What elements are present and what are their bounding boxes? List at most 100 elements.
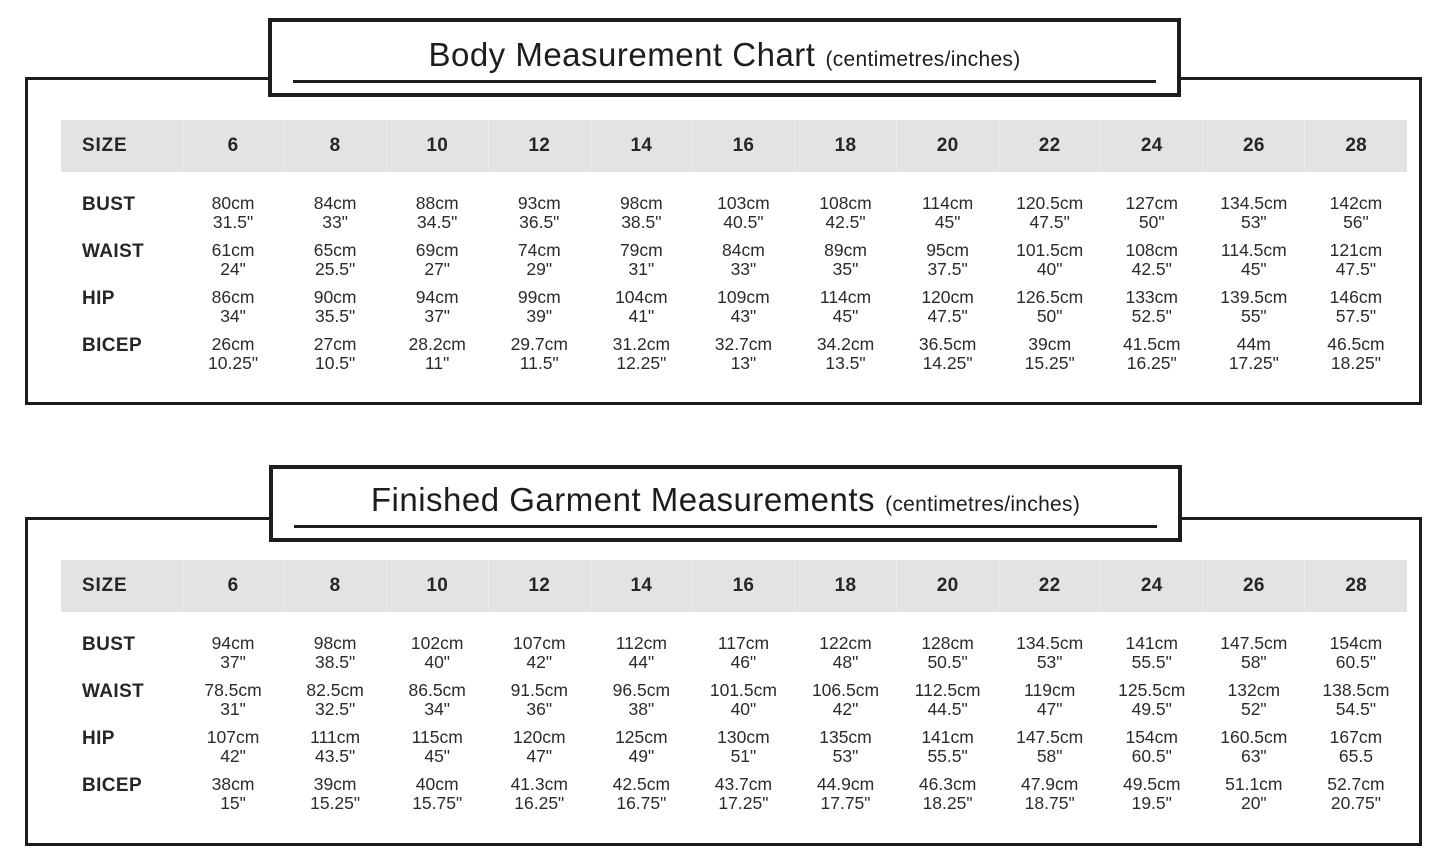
- row-label: BUST: [82, 194, 136, 215]
- cm-value: 126.5cm: [1016, 287, 1084, 307]
- measurement-cell: 29.7cm 11.5": [488, 328, 590, 375]
- measurement-cell: 108cm 42.5": [1101, 234, 1203, 281]
- cm-value: 120cm: [513, 727, 566, 747]
- row-label: HIP: [82, 288, 115, 309]
- row-label: BICEP: [82, 335, 143, 356]
- cm-value: 120.5cm: [1016, 193, 1084, 213]
- cm-value: 107cm: [206, 727, 260, 747]
- cm-value: 125.5cm: [1118, 680, 1186, 700]
- cm-value: 93cm: [517, 193, 561, 213]
- cm-value: 134.5cm: [1220, 193, 1288, 213]
- size-column-header: 20: [896, 560, 999, 612]
- inch-value: 57.5": [1335, 305, 1377, 326]
- measurement-cell: 115cm 45": [386, 721, 488, 768]
- measurement-cell: 120cm 47": [488, 721, 590, 768]
- measurement-cell: 88cm 34.5": [386, 172, 488, 234]
- cm-value: 146cm: [1329, 287, 1383, 307]
- cm-value: 31.2cm: [612, 334, 671, 354]
- inch-value: 45": [424, 745, 451, 766]
- title-line: Finished Garment Measurements (centimetr…: [273, 469, 1178, 519]
- measurement-cell: 147.5cm 58": [999, 721, 1101, 768]
- measurement-cell: 86cm 34": [182, 281, 284, 328]
- title-line: Body Measurement Chart (centimetres/inch…: [272, 22, 1177, 74]
- cm-value: 42.5cm: [612, 774, 671, 794]
- inch-value: 18.25": [1330, 352, 1381, 373]
- inch-value: 52.5": [1131, 305, 1172, 326]
- size-column-header: 6: [181, 560, 285, 612]
- measurement-cell: 34.2cm 13.5": [794, 328, 896, 375]
- cm-value: 43.7cm: [714, 774, 773, 794]
- inch-value: 51": [730, 745, 757, 766]
- measurement-cell: 103cm 40.5": [692, 172, 794, 234]
- inch-value: 43": [730, 305, 757, 326]
- measurement-cell: 44.9cm 17.75": [794, 768, 896, 815]
- measurement-cell: 46.5cm 18.25": [1305, 328, 1407, 375]
- inch-value: 31.5": [212, 211, 254, 232]
- inch-value: 42": [220, 745, 246, 766]
- row-label: BUST: [82, 634, 136, 655]
- size-column-header: 26: [1202, 560, 1305, 612]
- inch-value: 65.5: [1338, 745, 1373, 766]
- cm-value: 142cm: [1329, 193, 1383, 213]
- cm-value: 160.5cm: [1220, 727, 1288, 747]
- cm-value: 112.5cm: [914, 680, 981, 700]
- chart-subtitle: (centimetres/inches): [825, 48, 1021, 71]
- inch-value: 11.5": [519, 352, 559, 373]
- inch-value: 40.5": [723, 211, 764, 232]
- size-column-header: 18: [793, 120, 897, 172]
- measurement-cell: 109cm 43": [692, 281, 794, 328]
- size-header-label: SIZE: [61, 120, 182, 172]
- inch-value: 10.5": [314, 352, 356, 373]
- cm-value: 91.5cm: [510, 680, 568, 700]
- measurement-cell: 107cm 42": [182, 721, 284, 768]
- inch-value: 19.5": [1131, 792, 1172, 813]
- cm-value: 34.2cm: [816, 334, 875, 354]
- inch-value: 42.5": [1131, 258, 1172, 279]
- cm-value: 154cm: [1329, 633, 1383, 653]
- cm-value: 120cm: [921, 287, 974, 307]
- cm-value: 28.2cm: [408, 334, 466, 354]
- inch-value: 39": [526, 305, 553, 326]
- inch-value: 53": [832, 745, 859, 766]
- measurement-cell: 98cm 38.5": [284, 612, 386, 674]
- inch-value: 55.5": [1131, 651, 1172, 672]
- inch-value: 10.25": [208, 352, 259, 373]
- measurement-cell: 134.5cm 53": [999, 612, 1101, 674]
- cm-value: 133cm: [1125, 287, 1178, 307]
- inch-value: 36": [526, 698, 553, 719]
- measurement-row: BICEP 26cm 10.25" 27cm 10.5" 28.2cm 11" 29.7cm 1…: [61, 328, 1407, 375]
- measurement-cell: 117cm 46": [692, 612, 794, 674]
- inch-value: 45": [1240, 258, 1267, 279]
- inch-value: 25.5": [314, 258, 356, 279]
- inch-value: 58": [1036, 745, 1063, 766]
- measurement-cell: 80cm 31.5": [182, 172, 284, 234]
- chart-title: Finished Garment Measurements: [370, 481, 876, 518]
- cm-value: 52.7cm: [1327, 774, 1385, 794]
- measurement-cell: 93cm 36.5": [488, 172, 590, 234]
- measurement-cell: 65cm 25.5": [284, 234, 386, 281]
- cm-value: 29.7cm: [510, 334, 568, 354]
- cm-value: 98cm: [313, 633, 357, 653]
- measurement-cell: 132cm 52": [1203, 674, 1305, 721]
- inch-value: 34": [424, 698, 451, 719]
- inch-value: 53": [1036, 651, 1063, 672]
- inch-value: 33": [730, 258, 757, 279]
- inch-value: 29": [526, 258, 553, 279]
- measurement-cell: 125.5cm 49.5": [1101, 674, 1203, 721]
- title-underline: [294, 525, 1157, 528]
- cm-value: 47.9cm: [1020, 774, 1079, 794]
- cm-value: 114.5cm: [1220, 240, 1287, 260]
- row-label: HIP: [82, 728, 115, 749]
- measurement-cell: 114cm 45": [897, 172, 999, 234]
- cm-value: 147.5cm: [1220, 633, 1288, 653]
- measurement-row: HIP 107cm 42" 111cm 43.5" 115cm 45" 120cm 47" 125…: [61, 721, 1407, 768]
- measurement-row: BUST 80cm 31.5" 84cm 33" 88cm 34.5" 93cm 36.5" 98…: [61, 172, 1407, 234]
- inch-value: 63": [1240, 745, 1267, 766]
- size-column-header: 26: [1202, 120, 1305, 172]
- inch-value: 55": [1240, 305, 1267, 326]
- cm-value: 90cm: [313, 287, 357, 307]
- cm-value: 99cm: [517, 287, 561, 307]
- inch-value: 50": [1138, 211, 1165, 232]
- size-header-row: SIZE 6 8 10 12 14 16 18 20 22 24 26 28: [61, 560, 1407, 612]
- measurement-cell: 128cm 50.5": [897, 612, 999, 674]
